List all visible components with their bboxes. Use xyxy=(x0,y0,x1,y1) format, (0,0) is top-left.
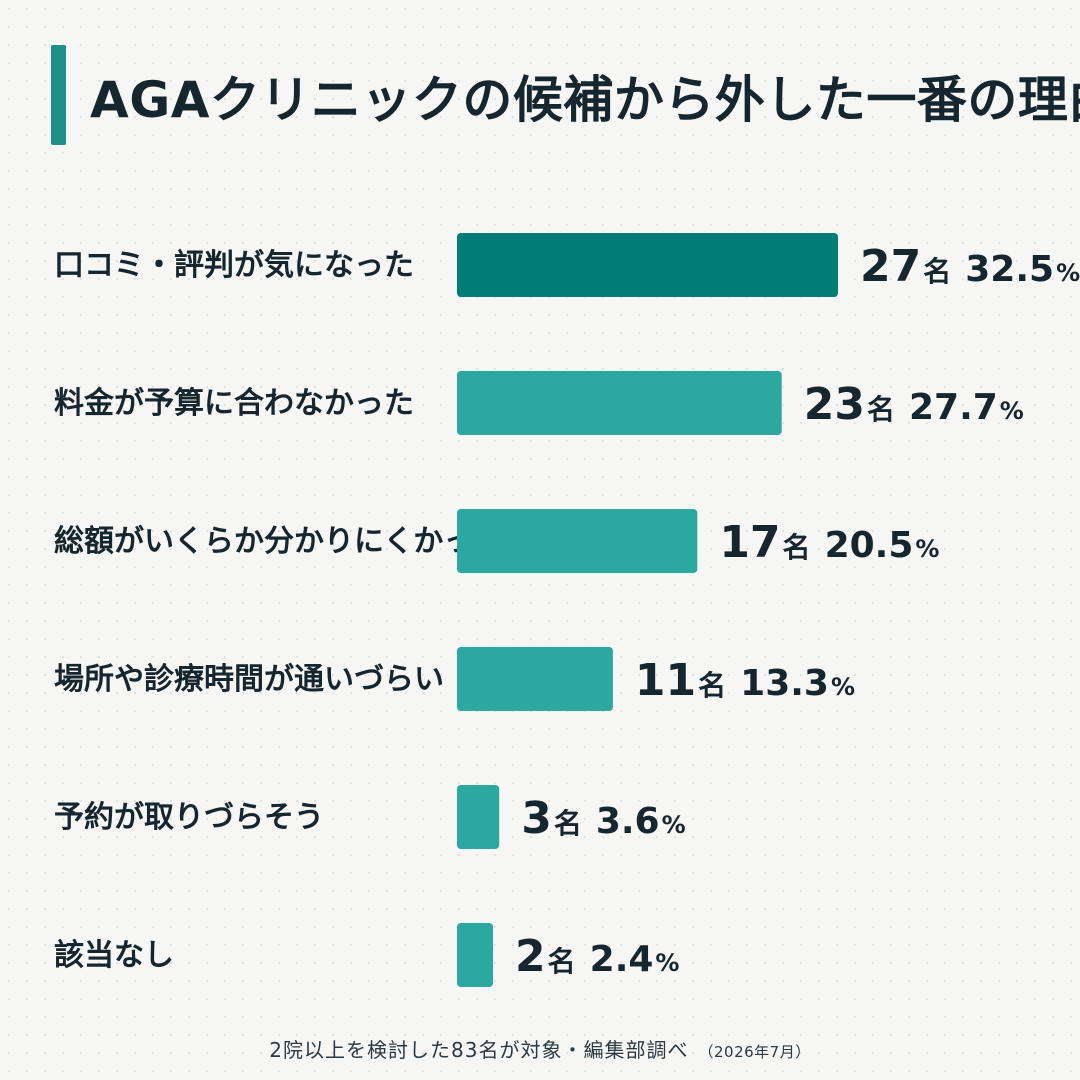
bar xyxy=(457,923,493,987)
bar-highlighted xyxy=(457,233,838,297)
data-label-count-unit: 名 xyxy=(698,669,726,702)
data-label-percent: 13.3 xyxy=(740,663,829,704)
data-label-percent: 2.4 xyxy=(590,939,654,980)
data-label-count: 3 xyxy=(521,793,552,844)
data-label-percent-unit: % xyxy=(831,673,855,701)
footnote: 2院以上を検討した83名が対象・編集部調べ （2026年7月） xyxy=(0,1034,1080,1063)
footnote-text: 2院以上を検討した83名が対象・編集部調べ xyxy=(269,1038,689,1062)
bar xyxy=(457,785,500,849)
category-label: 口コミ・評判が気になった xyxy=(54,248,414,283)
data-label-count: 17 xyxy=(719,517,780,568)
data-label-percent: 3.6 xyxy=(596,801,660,842)
data-label-percent-unit: % xyxy=(915,535,939,563)
data-label-count-unit: 名 xyxy=(867,393,895,426)
category-label: 総額がいくらか分かりにくかった xyxy=(54,524,503,559)
data-label-count: 2 xyxy=(515,931,546,982)
category-label: 場所や診療時間が通いづらい xyxy=(54,662,444,697)
category-label: 該当なし xyxy=(54,938,174,973)
data-label-count-unit: 名 xyxy=(923,255,951,288)
data-label-count-unit: 名 xyxy=(783,531,811,564)
data-label: 27名 32.5% xyxy=(860,241,1080,292)
title-accent-bar xyxy=(51,45,66,145)
chart-title: AGAクリニックの候補から外した一番の理由 xyxy=(90,71,1080,129)
data-label-count: 23 xyxy=(804,379,865,430)
data-label: 11名 13.3% xyxy=(635,655,855,706)
data-label-percent-unit: % xyxy=(662,811,686,839)
data-label: 2名 2.4% xyxy=(515,931,679,982)
data-label-percent: 20.5 xyxy=(825,525,914,566)
bar xyxy=(457,371,782,435)
footnote-date: （2026年7月） xyxy=(698,1043,811,1061)
bar xyxy=(457,509,698,573)
data-label-percent-unit: % xyxy=(655,949,679,977)
data-label: 3名 3.6% xyxy=(521,793,685,844)
bar xyxy=(457,647,613,711)
bar-chart: 口コミ・評判が気になった 27名 32.5%料金が予算に合わなかった 23名 27.7%… xyxy=(54,233,1080,987)
category-label: 予約が取りづらそう xyxy=(54,800,324,835)
data-label: 17名 20.5% xyxy=(719,517,939,568)
data-label: 23名 27.7% xyxy=(804,379,1024,430)
data-label-count: 11 xyxy=(635,655,696,706)
data-label-count-unit: 名 xyxy=(554,807,582,840)
data-label-percent-unit: % xyxy=(1000,397,1024,425)
data-label-count-unit: 名 xyxy=(548,945,576,978)
data-label-count: 27 xyxy=(860,241,921,292)
data-label-percent-unit: % xyxy=(1056,259,1080,287)
category-label: 料金が予算に合わなかった xyxy=(54,386,414,421)
data-label-percent: 32.5 xyxy=(965,249,1054,290)
data-label-percent: 27.7 xyxy=(909,387,998,428)
